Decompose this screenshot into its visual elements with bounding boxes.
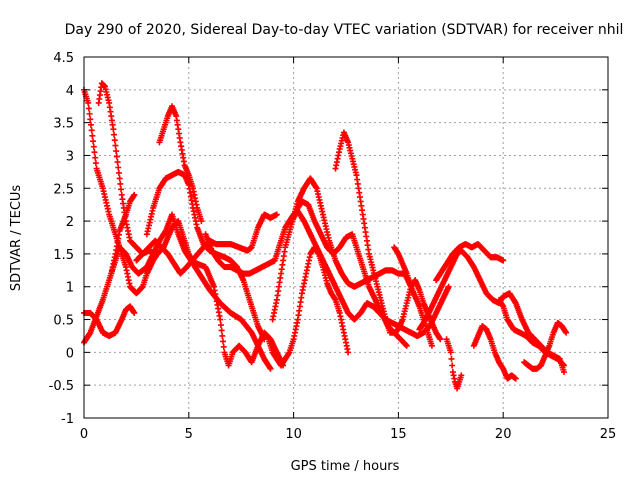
data-points (81, 80, 570, 392)
data-point (437, 336, 444, 343)
series-arc-19 (496, 296, 567, 369)
data-point (87, 116, 94, 123)
data-point (131, 309, 138, 316)
data-point (512, 375, 519, 382)
data-point (88, 127, 95, 134)
data-point (89, 132, 96, 139)
data-point (91, 149, 98, 156)
data-point (563, 329, 570, 336)
series-arc-8 (133, 211, 280, 277)
data-point (113, 153, 120, 160)
data-point (217, 316, 224, 323)
data-point (131, 191, 138, 198)
data-point (219, 332, 226, 339)
data-point (217, 322, 224, 329)
x-tick-label: 5 (185, 427, 193, 442)
data-point (116, 175, 123, 182)
data-point (115, 164, 122, 171)
data-point (273, 211, 280, 218)
data-point (448, 355, 455, 362)
series-arc-20 (521, 319, 570, 372)
data-point (117, 180, 124, 187)
y-tick-label: 2.5 (53, 182, 74, 197)
series-arc-1 (81, 86, 274, 372)
series-arc-16 (433, 241, 507, 284)
series-arc-6 (156, 103, 205, 225)
data-point (85, 99, 92, 106)
data-point (111, 137, 118, 144)
x-tick-label: 20 (495, 427, 512, 442)
y-tick-label: -1 (61, 412, 74, 427)
y-tick-label: 1 (66, 281, 74, 296)
data-point (115, 169, 122, 176)
y-axis-label: SDTVAR / TECUs (9, 185, 24, 292)
series-arc-11 (265, 244, 352, 369)
y-tick-label: 3.5 (53, 117, 74, 132)
chart-title: Day 290 of 2020, Sidereal Day-to-day VTE… (65, 22, 624, 38)
data-point (198, 218, 205, 225)
data-point (152, 250, 159, 257)
data-point (447, 349, 454, 356)
data-point (113, 148, 120, 155)
series-arc-5 (108, 191, 138, 277)
y-tick-label: 1.5 (53, 248, 74, 263)
axis-ticks: 0 5 10 15 20 25 -1 -0.5 0 0.5 1 1.5 2 2.5 3 3.5 4 4.5 (49, 51, 617, 442)
y-tick-label: 0 (66, 346, 74, 361)
series-arc-17 (443, 336, 465, 392)
y-tick-label: 4.5 (53, 51, 74, 66)
data-point (92, 154, 99, 161)
data-point (90, 138, 97, 145)
plot-border (83, 56, 609, 419)
data-point (458, 372, 465, 379)
data-point (560, 362, 567, 369)
data-point (428, 342, 435, 349)
data-point (111, 131, 118, 138)
data-point (500, 257, 507, 264)
data-point (92, 160, 99, 167)
data-point (345, 349, 352, 356)
data-point (110, 126, 117, 133)
data-point (267, 365, 274, 372)
data-point (90, 143, 97, 150)
data-point (220, 343, 227, 350)
x-tick-label: 10 (285, 427, 302, 442)
data-point (86, 110, 93, 117)
data-point (449, 362, 456, 369)
y-tick-label: 4 (66, 84, 74, 99)
data-point (445, 283, 452, 290)
x-tick-label: 0 (80, 427, 88, 442)
x-axis-label: GPS time / hours (291, 459, 400, 474)
data-point (85, 105, 92, 112)
data-point (87, 121, 94, 128)
y-tick-label: 3 (66, 149, 74, 164)
series-arc-3 (81, 303, 138, 339)
series-arc-14 (391, 244, 435, 349)
data-point (220, 338, 227, 345)
data-point (218, 327, 225, 334)
y-tick-label: -0.5 (49, 379, 74, 394)
x-tick-label: 25 (600, 427, 617, 442)
series-arc-18 (470, 323, 519, 382)
y-tick-label: 2 (66, 215, 74, 230)
y-tick-label: 0.5 (53, 314, 74, 329)
data-point (112, 142, 119, 149)
grid (84, 57, 608, 418)
x-tick-label: 15 (390, 427, 407, 442)
data-point (560, 369, 567, 376)
data-point (114, 159, 121, 166)
data-point (403, 342, 410, 349)
data-point (118, 186, 125, 193)
